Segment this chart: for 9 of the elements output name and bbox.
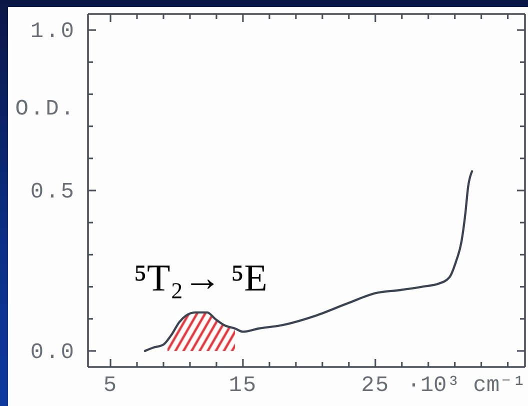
y-tick-label: 0.5 bbox=[30, 180, 76, 204]
y-tick-label: 0.0 bbox=[30, 340, 76, 365]
annotation: ⁵T₂→ ⁵E bbox=[134, 257, 268, 300]
x-axis-title: ·10³ cm⁻¹ bbox=[407, 373, 526, 398]
x-tick-label: 25 bbox=[361, 373, 390, 398]
x-tick-label: 15 bbox=[228, 373, 258, 398]
y-axis-title: O.D. bbox=[15, 96, 76, 122]
y-tick-label: 1.0 bbox=[30, 19, 76, 44]
x-tick-label: 5 bbox=[103, 373, 118, 398]
